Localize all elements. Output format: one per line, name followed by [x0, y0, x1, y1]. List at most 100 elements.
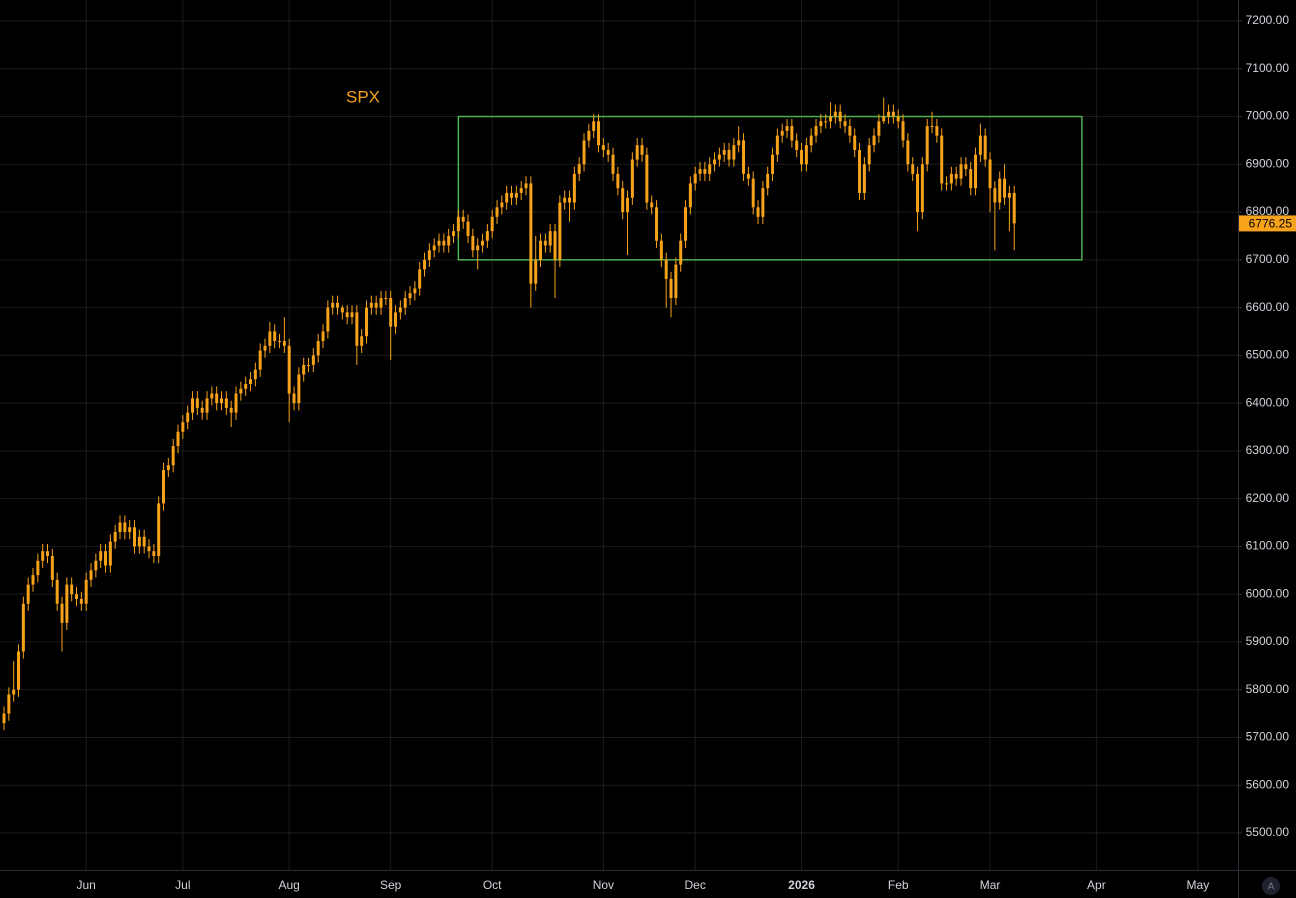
candle-body	[273, 331, 277, 342]
candle-body	[640, 145, 644, 155]
candle-body	[684, 207, 688, 241]
y-tick-label: 7000.00	[1246, 109, 1290, 123]
candle-body	[355, 312, 359, 346]
x-tick-label: Jun	[77, 878, 96, 892]
candle-body	[307, 364, 311, 366]
y-tick-label: 6500.00	[1246, 348, 1290, 362]
candle-body	[403, 298, 407, 308]
candle-body	[659, 240, 663, 260]
candle-body	[940, 135, 944, 184]
candle-body	[263, 345, 267, 351]
candle-body	[848, 126, 852, 136]
candle-body	[988, 159, 992, 189]
auto-scale-button[interactable]: A	[1262, 877, 1280, 895]
candle-body	[901, 121, 905, 141]
candle-body	[751, 178, 755, 208]
candle-body	[360, 336, 364, 346]
candle-body	[616, 173, 620, 189]
y-tick-label: 5800.00	[1246, 682, 1290, 696]
candle-body	[577, 164, 581, 174]
candle-body	[147, 546, 151, 552]
candle-body	[89, 570, 93, 580]
y-tick-label: 7200.00	[1246, 13, 1290, 27]
candle-body	[345, 312, 349, 318]
candle-body	[195, 398, 199, 408]
candle-body	[664, 259, 668, 279]
candle-body	[983, 135, 987, 160]
y-tick-label: 5500.00	[1246, 825, 1290, 839]
candle-body	[843, 121, 847, 127]
candle-body	[906, 140, 910, 165]
candle-body	[2, 713, 6, 724]
candle-body	[572, 173, 576, 203]
y-tick-label: 6200.00	[1246, 491, 1290, 505]
candle-body	[191, 398, 195, 413]
candle-body	[785, 126, 789, 131]
candle-body	[113, 532, 117, 542]
candle-body	[945, 183, 949, 185]
candle-body	[1007, 192, 1011, 198]
candle-body	[954, 173, 958, 179]
candle-body	[862, 164, 866, 193]
candle-body	[476, 245, 480, 251]
last-price-tag	[1239, 215, 1296, 232]
candle-body	[46, 551, 50, 556]
candle-body	[703, 169, 707, 174]
candle-body	[669, 278, 673, 299]
candle-body	[234, 393, 238, 413]
candle-body	[79, 598, 83, 604]
candle-body	[553, 231, 557, 260]
candle-body	[809, 135, 813, 146]
candle-body	[142, 536, 146, 547]
candle-body	[31, 575, 35, 585]
candle-body	[746, 173, 750, 179]
candle-body	[239, 388, 243, 394]
candle-body	[229, 407, 233, 413]
candle-body	[137, 536, 141, 547]
candle-body	[829, 116, 833, 122]
candle-body	[635, 145, 639, 160]
candle-body	[597, 121, 601, 146]
candle-body	[432, 245, 436, 251]
auto-scale-circle[interactable]	[1262, 877, 1280, 895]
candle-body	[717, 154, 721, 160]
candle-body	[379, 298, 383, 308]
candle-body	[534, 259, 538, 284]
candle-body	[311, 355, 315, 365]
candle-body	[316, 341, 320, 356]
candle-body	[853, 135, 857, 150]
candle-body	[500, 202, 504, 208]
candle-body	[94, 560, 98, 571]
candle-body	[128, 527, 132, 533]
candle-body	[171, 446, 175, 466]
candle-body	[326, 307, 330, 332]
candle-body	[75, 594, 79, 599]
candle-body	[693, 173, 697, 184]
candle-body	[176, 431, 180, 447]
candle-body	[925, 126, 929, 165]
candle-body	[55, 579, 59, 604]
candle-body	[568, 197, 572, 203]
y-tick-label: 6900.00	[1246, 156, 1290, 170]
candle-body	[215, 393, 219, 404]
y-tick-label: 5600.00	[1246, 777, 1290, 791]
candle-body	[1003, 178, 1007, 198]
candle-body	[99, 551, 103, 561]
candle-body	[775, 135, 779, 155]
candle-body	[935, 126, 939, 136]
candle-body	[365, 307, 369, 337]
candle-body	[630, 159, 634, 198]
candle-body	[447, 235, 451, 246]
auto-scale-label[interactable]: A	[1268, 882, 1275, 893]
candle-body	[959, 164, 963, 179]
candle-body	[437, 240, 441, 246]
candle-body	[471, 235, 475, 251]
candle-body	[601, 145, 605, 150]
candle-body	[268, 331, 272, 346]
x-tick-label: Mar	[980, 878, 1001, 892]
candle-body	[727, 149, 731, 160]
candle-body	[249, 379, 253, 385]
candle-body	[224, 398, 228, 408]
candle-body	[118, 522, 122, 533]
candle-body	[452, 231, 456, 236]
